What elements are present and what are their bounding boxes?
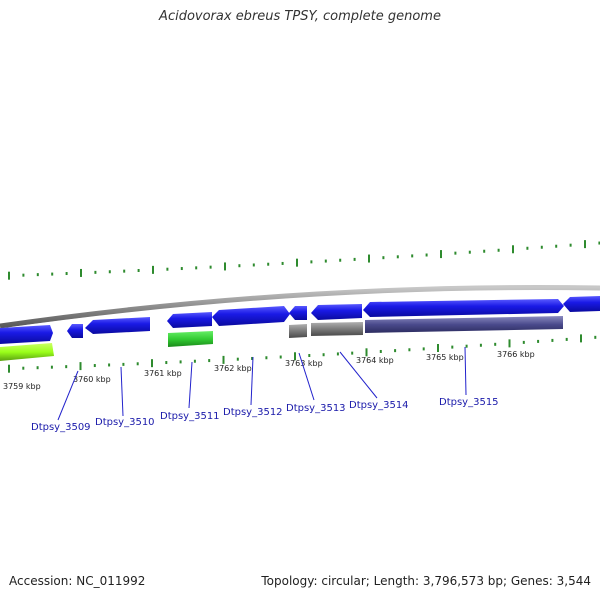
scale-label: 3765 kbp xyxy=(426,353,464,362)
cds-feature xyxy=(563,296,600,312)
scale-label: 3759 kbp xyxy=(3,382,41,391)
gene-label[interactable]: Dtpsy_3510 xyxy=(95,417,155,428)
genome-summary: Topology: circular; Length: 3,796,573 bp… xyxy=(261,574,591,588)
gene-label[interactable]: Dtpsy_3511 xyxy=(160,411,220,422)
repeat-feature xyxy=(365,316,563,333)
callout-line xyxy=(120,366,124,417)
cds-feature xyxy=(0,325,53,344)
gene-label[interactable]: Dtpsy_3509 xyxy=(31,422,91,433)
cds-feature xyxy=(67,324,83,338)
scale-label: 3760 kbp xyxy=(73,375,111,384)
outer-tick-track xyxy=(8,240,600,280)
pseudo-feature xyxy=(289,324,307,338)
scale-label: 3764 kbp xyxy=(356,356,394,365)
forward-cds-track xyxy=(0,296,600,344)
gene-label[interactable]: Dtpsy_3513 xyxy=(286,403,346,414)
cds-feature xyxy=(212,306,290,326)
gene-labels: Dtpsy_3509 Dtpsy_3510 Dtpsy_3511 Dtpsy_3… xyxy=(31,397,499,433)
scale-labels: 3759 kbp 3760 kbp 3761 kbp 3762 kbp 3763… xyxy=(3,350,535,391)
scale-label: 3762 kbp xyxy=(214,364,252,373)
callout-line xyxy=(57,370,79,421)
cds-feature xyxy=(311,304,362,320)
pseudo-feature xyxy=(311,322,363,336)
cds-feature xyxy=(85,317,150,334)
page-title: Acidovorax ebreus TPSY, complete genome xyxy=(159,9,441,24)
scale-label: 3761 kbp xyxy=(144,369,182,378)
gene-label[interactable]: Dtpsy_3514 xyxy=(349,400,409,411)
callout-line xyxy=(250,356,254,406)
scale-label: 3766 kbp xyxy=(497,350,535,359)
gene-callouts xyxy=(57,346,467,421)
cds-feature xyxy=(363,299,564,317)
rna-feature xyxy=(0,343,54,361)
rna-feature xyxy=(168,331,213,347)
scale-label: 3763 kbp xyxy=(285,359,323,368)
cds-feature xyxy=(289,306,307,320)
genome-backbone xyxy=(0,284,600,329)
backbone-highlight xyxy=(0,290,600,330)
callout-line xyxy=(339,351,378,399)
callout-line xyxy=(188,361,193,409)
cds-feature xyxy=(167,312,212,328)
gene-label[interactable]: Dtpsy_3515 xyxy=(439,397,499,408)
gene-label[interactable]: Dtpsy_3512 xyxy=(223,407,283,418)
callout-line xyxy=(298,352,315,401)
callout-line xyxy=(464,346,467,396)
scale-tick-track xyxy=(8,334,597,373)
accession-label: Accession: NC_011992 xyxy=(9,574,146,588)
